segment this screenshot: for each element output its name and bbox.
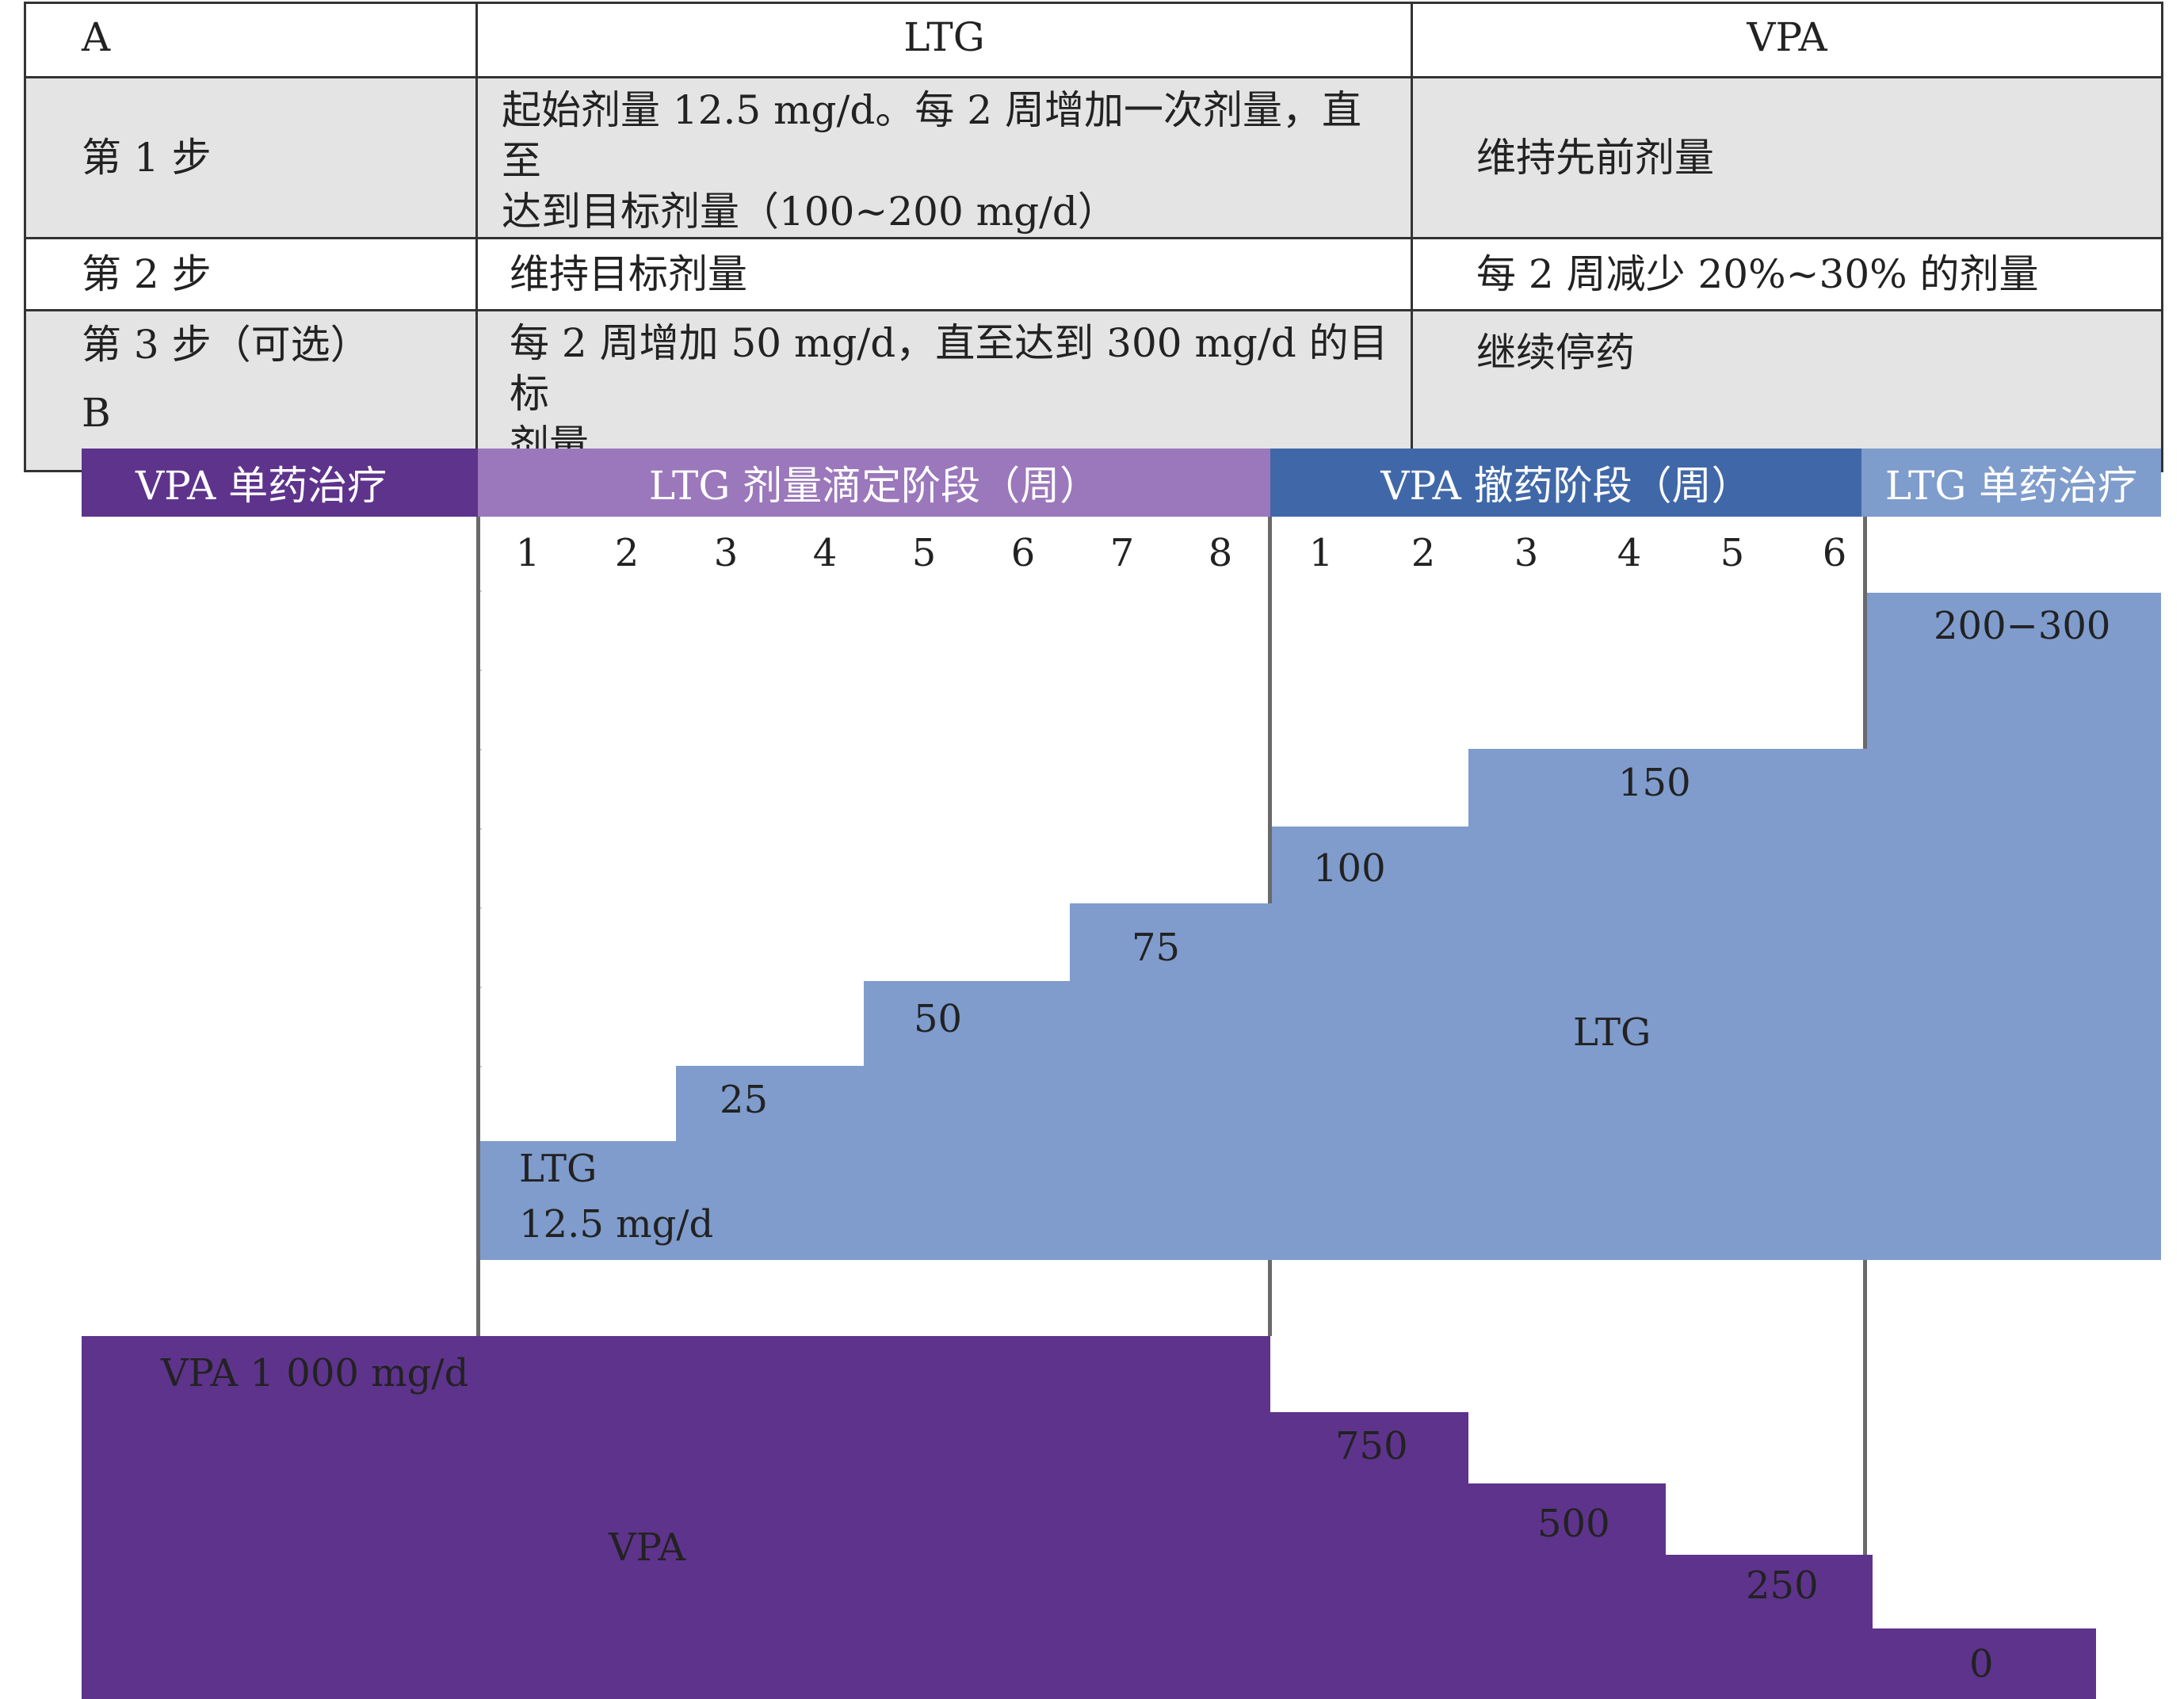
withdrawal-week-4: 4	[1617, 531, 1642, 575]
ltg-start-name: LTG	[519, 1147, 598, 1191]
header-vpa: VPA	[1411, 2, 2163, 78]
phase-vpa-withdrawal: VPA 撤药阶段（周）	[1270, 449, 1861, 517]
vpa-area-label: VPA	[609, 1525, 686, 1570]
titration-week-2: 2	[614, 531, 640, 575]
vpa-cell: 继续停药	[1411, 309, 2163, 472]
titration-week-4: 4	[812, 531, 838, 575]
table-row: 第 1 步 起始剂量 12.5 mg/d。每 2 周增加一次剂量，直至 达到目标…	[24, 76, 2163, 239]
titration-week-7: 7	[1109, 531, 1135, 575]
ltg-start-label: LTG 12.5 mg/d	[519, 1141, 713, 1252]
vpa-start-label: VPA 1 000 mg/d	[161, 1351, 469, 1395]
withdrawal-week-1: 1	[1308, 531, 1334, 575]
ltg-dose-area	[478, 593, 2161, 1260]
titration-week-5: 5	[911, 531, 937, 575]
ltg-cell: 每 2 周增加 50 mg/d，直至达到 300 mg/d 的目标 剂量	[475, 309, 1413, 472]
titration-week-1: 1	[515, 531, 540, 575]
phase-label: VPA 撤药阶段（周）	[1380, 463, 1751, 509]
phase-ltg-titration: LTG 剂量滴定阶段（周）	[478, 449, 1270, 517]
ltg-line: 起始剂量 12.5 mg/d。每 2 周增加一次剂量，直至	[502, 87, 1361, 184]
table-row: 第 3 步（可选） 每 2 周增加 50 mg/d，直至达到 300 mg/d …	[24, 309, 2163, 472]
withdrawal-week-5: 5	[1720, 531, 1745, 575]
ltg-line: 每 2 周增加 50 mg/d，直至达到 300 mg/d 的目标	[510, 320, 1388, 417]
withdrawal-week-6: 6	[1822, 531, 1847, 575]
ltg-cell: 维持目标剂量	[475, 237, 1413, 311]
vpa-dose-0: 0	[1969, 1642, 1994, 1686]
titration-week-6: 6	[1010, 531, 1036, 575]
ltg-dose-100: 100	[1313, 846, 1386, 891]
panel-b-label: B	[82, 390, 111, 436]
vpa-cell: 每 2 周减少 20%~30% 的剂量	[1411, 237, 2163, 311]
ltg-dose-75: 75	[1132, 926, 1181, 970]
withdrawal-week-2: 2	[1411, 531, 1436, 575]
withdrawal-week-3: 3	[1514, 531, 1539, 575]
step-cell: 第 2 步	[24, 237, 478, 311]
ltg-start-dose: 12.5 mg/d	[519, 1202, 714, 1247]
ltg-dose-25: 25	[720, 1078, 769, 1122]
vpa-dose-250: 250	[1746, 1563, 1819, 1608]
table-row: 第 2 步 维持目标剂量 每 2 周减少 20%~30% 的剂量	[24, 237, 2163, 311]
phase-label: LTG 剂量滴定阶段（周）	[648, 463, 1100, 509]
ltg-cell: 起始剂量 12.5 mg/d。每 2 周增加一次剂量，直至 达到目标剂量（100…	[475, 76, 1413, 239]
phase-ltg-monotherapy: LTG 单药治疗	[1861, 449, 2161, 517]
phase-vpa-monotherapy: VPA 单药治疗	[82, 449, 478, 517]
phase-label: LTG 单药治疗	[1884, 463, 2138, 509]
boundary-line-withdrawal-end-upper	[1863, 517, 1867, 749]
ltg-dose-50: 50	[914, 997, 963, 1041]
step-cell: 第 3 步（可选）	[24, 309, 478, 472]
dosing-steps-table: A LTG VPA 第 1 步 起始剂量 12.5 mg/d。每 2 周增加一次…	[24, 2, 2163, 472]
step-cell: 第 1 步	[24, 76, 478, 239]
boundary-line-titration-end-upper	[1268, 517, 1272, 903]
titration-week-8: 8	[1208, 531, 1233, 575]
vpa-dose-area	[82, 1336, 2096, 1699]
ltg-dose-200-300: 200−300	[1934, 604, 2111, 648]
boundary-line-titration-end-lower	[1268, 1260, 1272, 1336]
table-header-row: A LTG VPA	[24, 2, 2163, 78]
ltg-line: 维持目标剂量	[510, 251, 747, 297]
ltg-dose-150: 150	[1618, 761, 1691, 805]
boundary-line-withdrawal-end-lower	[1863, 1260, 1867, 1555]
titration-week-3: 3	[713, 531, 739, 575]
vpa-dose-750: 750	[1335, 1424, 1408, 1468]
header-ltg: LTG	[475, 2, 1413, 78]
phase-label: VPA 单药治疗	[136, 463, 388, 509]
vpa-dose-500: 500	[1537, 1502, 1610, 1546]
vpa-cell: 维持先前剂量	[1411, 76, 2163, 239]
ltg-area-label: LTG	[1573, 1010, 1651, 1055]
panel-a-label: A	[24, 2, 478, 78]
ltg-line: 达到目标剂量（100~200 mg/d）	[502, 189, 1117, 235]
boundary-line-titration-start	[476, 517, 480, 1336]
